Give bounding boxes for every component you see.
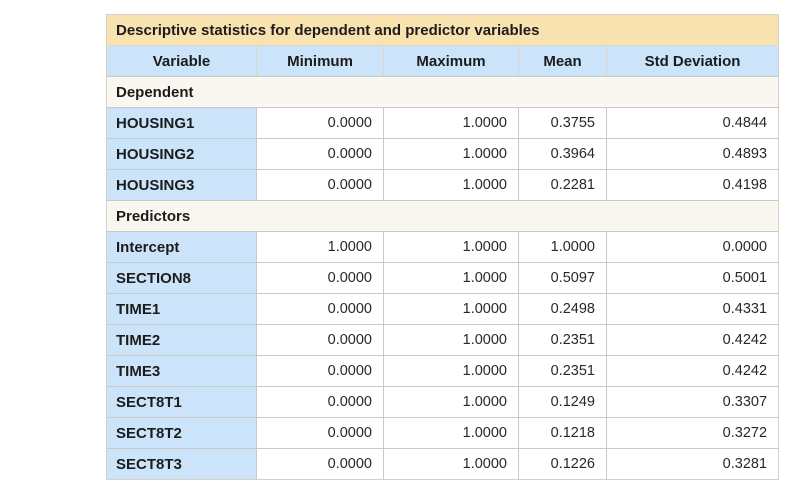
cell-minimum: 1.0000 <box>256 231 384 263</box>
cell-std-deviation: 0.5001 <box>605 262 779 294</box>
column-header-variable: Variable <box>106 45 257 77</box>
cell-minimum: 0.0000 <box>256 293 384 325</box>
cell-maximum: 1.0000 <box>383 138 519 170</box>
cell-mean: 0.1226 <box>518 448 607 480</box>
column-header-row: Variable Minimum Maximum Mean Std Deviat… <box>106 45 779 77</box>
row-header-variable: SECT8T1 <box>106 386 257 418</box>
table-row-sect8t2: SECT8T2 0.0000 1.0000 0.1218 0.3272 <box>106 417 779 449</box>
cell-std-deviation: 0.4893 <box>605 138 779 170</box>
row-header-variable: TIME1 <box>106 293 257 325</box>
cell-mean: 0.3964 <box>518 138 607 170</box>
column-header-maximum: Maximum <box>383 45 519 77</box>
row-header-variable: Intercept <box>106 231 257 263</box>
cell-maximum: 1.0000 <box>383 386 519 418</box>
row-header-variable: SECTION8 <box>106 262 257 294</box>
cell-std-deviation: 0.4844 <box>605 107 779 139</box>
cell-maximum: 1.0000 <box>383 107 519 139</box>
table-row-section8: SECTION8 0.0000 1.0000 0.5097 0.5001 <box>106 262 779 294</box>
row-header-variable: SECT8T3 <box>106 448 257 480</box>
table-row-sect8t1: SECT8T1 0.0000 1.0000 0.1249 0.3307 <box>106 386 779 418</box>
cell-minimum: 0.0000 <box>256 324 384 356</box>
cell-std-deviation: 0.0000 <box>605 231 779 263</box>
table-row-time1: TIME1 0.0000 1.0000 0.2498 0.4331 <box>106 293 779 325</box>
cell-maximum: 1.0000 <box>383 262 519 294</box>
cell-minimum: 0.0000 <box>256 417 384 449</box>
table-row-housing1: HOUSING1 0.0000 1.0000 0.3755 0.4844 <box>106 107 779 139</box>
column-header-mean: Mean <box>518 45 607 77</box>
cell-maximum: 1.0000 <box>383 231 519 263</box>
cell-mean: 0.1218 <box>518 417 607 449</box>
row-header-variable: HOUSING2 <box>106 138 257 170</box>
section-row-dependent: Dependent <box>106 76 779 108</box>
cell-std-deviation: 0.4242 <box>605 324 779 356</box>
statistics-report: Descriptive statistics for dependent and… <box>106 14 780 480</box>
table-row-housing3: HOUSING3 0.0000 1.0000 0.2281 0.4198 <box>106 169 779 201</box>
cell-mean: 0.2281 <box>518 169 607 201</box>
cell-minimum: 0.0000 <box>256 448 384 480</box>
cell-mean: 0.2498 <box>518 293 607 325</box>
cell-mean: 0.2351 <box>518 355 607 387</box>
cell-std-deviation: 0.4198 <box>605 169 779 201</box>
cell-mean: 0.2351 <box>518 324 607 356</box>
cell-maximum: 1.0000 <box>383 448 519 480</box>
cell-std-deviation: 0.4331 <box>605 293 779 325</box>
table-row-sect8t3: SECT8T3 0.0000 1.0000 0.1226 0.3281 <box>106 448 779 480</box>
row-header-variable: TIME3 <box>106 355 257 387</box>
cell-mean: 0.1249 <box>518 386 607 418</box>
cell-std-deviation: 0.3307 <box>605 386 779 418</box>
table-row-housing2: HOUSING2 0.0000 1.0000 0.3964 0.4893 <box>106 138 779 170</box>
cell-minimum: 0.0000 <box>256 169 384 201</box>
cell-mean: 1.0000 <box>518 231 607 263</box>
section-header-predictors: Predictors <box>106 200 779 232</box>
column-header-minimum: Minimum <box>256 45 384 77</box>
row-header-variable: HOUSING3 <box>106 169 257 201</box>
title-row: Descriptive statistics for dependent and… <box>106 14 779 46</box>
cell-std-deviation: 0.4242 <box>605 355 779 387</box>
cell-maximum: 1.0000 <box>383 293 519 325</box>
cell-maximum: 1.0000 <box>383 169 519 201</box>
section-row-predictors: Predictors <box>106 200 779 232</box>
section-header-dependent: Dependent <box>106 76 779 108</box>
table-row-intercept: Intercept 1.0000 1.0000 1.0000 0.0000 <box>106 231 779 263</box>
cell-maximum: 1.0000 <box>383 417 519 449</box>
row-header-variable: SECT8T2 <box>106 417 257 449</box>
cell-minimum: 0.0000 <box>256 107 384 139</box>
cell-minimum: 0.0000 <box>256 386 384 418</box>
cell-mean: 0.5097 <box>518 262 607 294</box>
table-title: Descriptive statistics for dependent and… <box>106 14 779 46</box>
row-header-variable: HOUSING1 <box>106 107 257 139</box>
row-header-variable: TIME2 <box>106 324 257 356</box>
cell-minimum: 0.0000 <box>256 138 384 170</box>
descriptive-statistics-table: Descriptive statistics for dependent and… <box>106 14 780 480</box>
cell-mean: 0.3755 <box>518 107 607 139</box>
cell-minimum: 0.0000 <box>256 262 384 294</box>
cell-minimum: 0.0000 <box>256 355 384 387</box>
cell-std-deviation: 0.3281 <box>605 448 779 480</box>
column-header-std-deviation: Std Deviation <box>605 45 779 77</box>
cell-maximum: 1.0000 <box>383 324 519 356</box>
cell-std-deviation: 0.3272 <box>605 417 779 449</box>
table-row-time3: TIME3 0.0000 1.0000 0.2351 0.4242 <box>106 355 779 387</box>
cell-maximum: 1.0000 <box>383 355 519 387</box>
table-row-time2: TIME2 0.0000 1.0000 0.2351 0.4242 <box>106 324 779 356</box>
